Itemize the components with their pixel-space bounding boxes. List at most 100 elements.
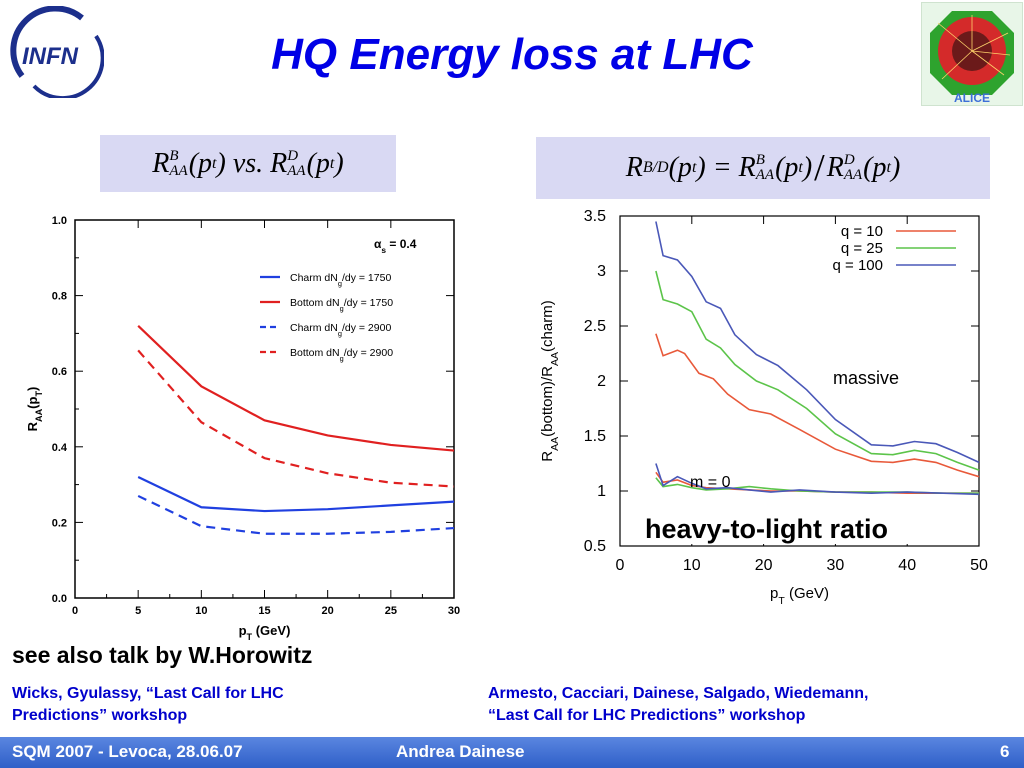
legend-label: q = 100 bbox=[833, 257, 883, 274]
y-tick-label: 0.5 bbox=[584, 538, 606, 555]
formula-right-arg0: (p bbox=[668, 152, 692, 183]
formula-left-r1: R bbox=[152, 147, 170, 179]
x-tick-label: 5 bbox=[135, 605, 141, 617]
formula-right-r0: R bbox=[625, 152, 643, 183]
y-tick-label: 3.5 bbox=[584, 208, 606, 225]
legend-label: q = 10 bbox=[841, 223, 883, 240]
formula-left-arg1: (p bbox=[188, 147, 213, 179]
legend-label: Charm dNg/dy = 2900 bbox=[290, 322, 391, 338]
formula-right-arg2: (p bbox=[863, 152, 887, 183]
legend-label: q = 25 bbox=[841, 240, 883, 257]
formula-left-sup2: D bbox=[287, 147, 299, 164]
raa-plot-left: 0 5 10 15 20 25 30 0.0 0.2 0.4 0.6 0.8 1.0 pT (GeV) RA… bbox=[12, 203, 472, 642]
formula-right-argsub0: t bbox=[691, 159, 697, 176]
footer-page-number: 6 bbox=[1000, 742, 1010, 761]
x-tick-label: 20 bbox=[755, 557, 773, 574]
y-tick-label: 2.5 bbox=[584, 318, 606, 335]
y-tick-label: 0.8 bbox=[52, 291, 67, 303]
legend-label: Bottom dNg/dy = 2900 bbox=[290, 347, 393, 363]
y-axis-label: RAA(pT) bbox=[25, 387, 44, 432]
y-tick-label: 0.0 bbox=[52, 593, 67, 605]
y-tick-label: 0.2 bbox=[52, 517, 67, 529]
y-tick-label: 1.5 bbox=[584, 428, 606, 445]
formula-left-supsub1: B AA bbox=[169, 147, 188, 179]
formula-left-sub2: AA bbox=[287, 162, 306, 179]
left-reference-line-2: Predictions” workshop bbox=[12, 707, 188, 724]
x-tick-label: 15 bbox=[258, 605, 270, 617]
x-tick-label: 30 bbox=[827, 557, 845, 574]
formula-right-sup1: B bbox=[755, 152, 765, 168]
formula-right-sub2: AA bbox=[843, 167, 863, 183]
formula-left-arg2: (p bbox=[306, 147, 330, 179]
formula-right-close2: ) bbox=[890, 152, 901, 183]
slide-footer: SQM 2007 - Levoca, 28.06.07 Andrea Daine… bbox=[0, 737, 1024, 768]
massive-annotation: massive bbox=[833, 368, 899, 388]
series-line bbox=[655, 463, 980, 496]
formula-left-argsub1: t bbox=[212, 154, 217, 172]
x-axis-label: pT (GeV) bbox=[770, 585, 829, 607]
footer-conference: SQM 2007 - Levoca, 28.06.07 bbox=[12, 742, 243, 761]
formula-left-sup1: B bbox=[169, 147, 179, 164]
formula-left-supsub2: D AA bbox=[287, 147, 306, 179]
alice-logo: ALICE bbox=[921, 2, 1023, 106]
legend-label: Bottom dNg/dy = 1750 bbox=[290, 297, 393, 313]
formula-left-argsub2: t bbox=[329, 154, 335, 172]
series-line bbox=[137, 476, 455, 513]
formula-right-close0: ) bbox=[696, 152, 706, 183]
slide-title: HQ Energy loss at LHC bbox=[271, 30, 753, 79]
x-tick-label: 0 bbox=[616, 557, 625, 574]
formula-right-supsub1: B AA bbox=[756, 153, 774, 183]
formula-left-sub1: AA bbox=[169, 162, 188, 179]
x-tick-label: 20 bbox=[322, 605, 334, 617]
formula-right-close1: ) bbox=[802, 152, 813, 183]
alice-logo-text: ALICE bbox=[954, 91, 990, 105]
formula-left: R B AA (p t) vs. R D AA (p t) bbox=[100, 135, 396, 192]
y-tick-label: 1.0 bbox=[52, 215, 67, 227]
heavy-to-light-annotation: heavy-to-light ratio bbox=[645, 514, 888, 544]
see-also-note: see also talk by W.Horowitz bbox=[12, 642, 313, 668]
formula-right-arg1: (p bbox=[775, 152, 799, 183]
infn-logo-text: INFN bbox=[22, 43, 79, 70]
alice-logo-graphic: ALICE bbox=[930, 11, 1014, 105]
formula-left-vs: vs. bbox=[225, 147, 271, 179]
ratio-label-bg bbox=[638, 506, 956, 544]
y-tick-label: 2 bbox=[597, 373, 606, 390]
raa-chart-svg: 0 5 10 15 20 25 30 0.0 0.2 0.4 0.6 0.8 1.0 pT (GeV) RA… bbox=[25, 215, 460, 642]
x-tick-label: 30 bbox=[448, 605, 460, 617]
infn-logo: INFN bbox=[4, 5, 105, 101]
series-line bbox=[137, 494, 455, 535]
formula-left-close2: ) bbox=[334, 147, 344, 179]
x-tick-label: 25 bbox=[385, 605, 397, 617]
x-tick-label: 0 bbox=[72, 605, 78, 617]
series-line bbox=[137, 325, 455, 452]
formula-left-r2: R bbox=[270, 147, 288, 179]
formula-right-r2: R bbox=[826, 152, 844, 183]
formula-right-eq: = bbox=[705, 152, 739, 183]
formula-right-argsub1: t bbox=[798, 159, 803, 176]
footer-author: Andrea Dainese bbox=[396, 742, 525, 761]
series-line bbox=[137, 349, 455, 488]
series-line bbox=[655, 270, 980, 471]
formula-right-argsub2: t bbox=[886, 159, 891, 176]
ratio-chart-svg: 0 10 20 30 40 50 0.5 1 1.5 2 2.5 3 3.5 pT (GeV) RAA(bo… bbox=[539, 208, 988, 607]
y-tick-label: 0.6 bbox=[52, 366, 67, 378]
x-tick-label: 10 bbox=[195, 605, 207, 617]
formula-right: R B/D (p t) = R B AA (p t) / R D AA (p t) bbox=[536, 137, 990, 199]
left-reference: Wicks, Gyulassy, “Last Call for LHC Pred… bbox=[12, 683, 284, 727]
formula-right-slash: / bbox=[814, 147, 825, 189]
left-reference-line-1: Wicks, Gyulassy, “Last Call for LHC bbox=[12, 685, 284, 702]
series-line bbox=[655, 333, 980, 478]
y-axis-label: RAA(bottom)/RAA(charm) bbox=[539, 300, 561, 461]
ratio-plot-right: 0 10 20 30 40 50 0.5 1 1.5 2 2.5 3 3.5 pT (GeV) RAA(bo… bbox=[528, 200, 1018, 612]
m0-annotation: m = 0 bbox=[690, 474, 731, 491]
right-reference-line-2: “Last Call for LHC Predictions” workshop bbox=[488, 707, 806, 724]
x-tick-label: 40 bbox=[898, 557, 916, 574]
series-line bbox=[655, 221, 980, 464]
y-tick-label: 0.4 bbox=[52, 442, 68, 454]
y-tick-label: 3 bbox=[597, 263, 606, 280]
x-tick-label: 10 bbox=[683, 557, 701, 574]
formula-right-r1: R bbox=[738, 152, 756, 183]
x-tick-label: 50 bbox=[970, 557, 988, 574]
x-axis-label: pT (GeV) bbox=[239, 623, 291, 640]
legend-label: Charm dNg/dy = 1750 bbox=[290, 272, 391, 288]
